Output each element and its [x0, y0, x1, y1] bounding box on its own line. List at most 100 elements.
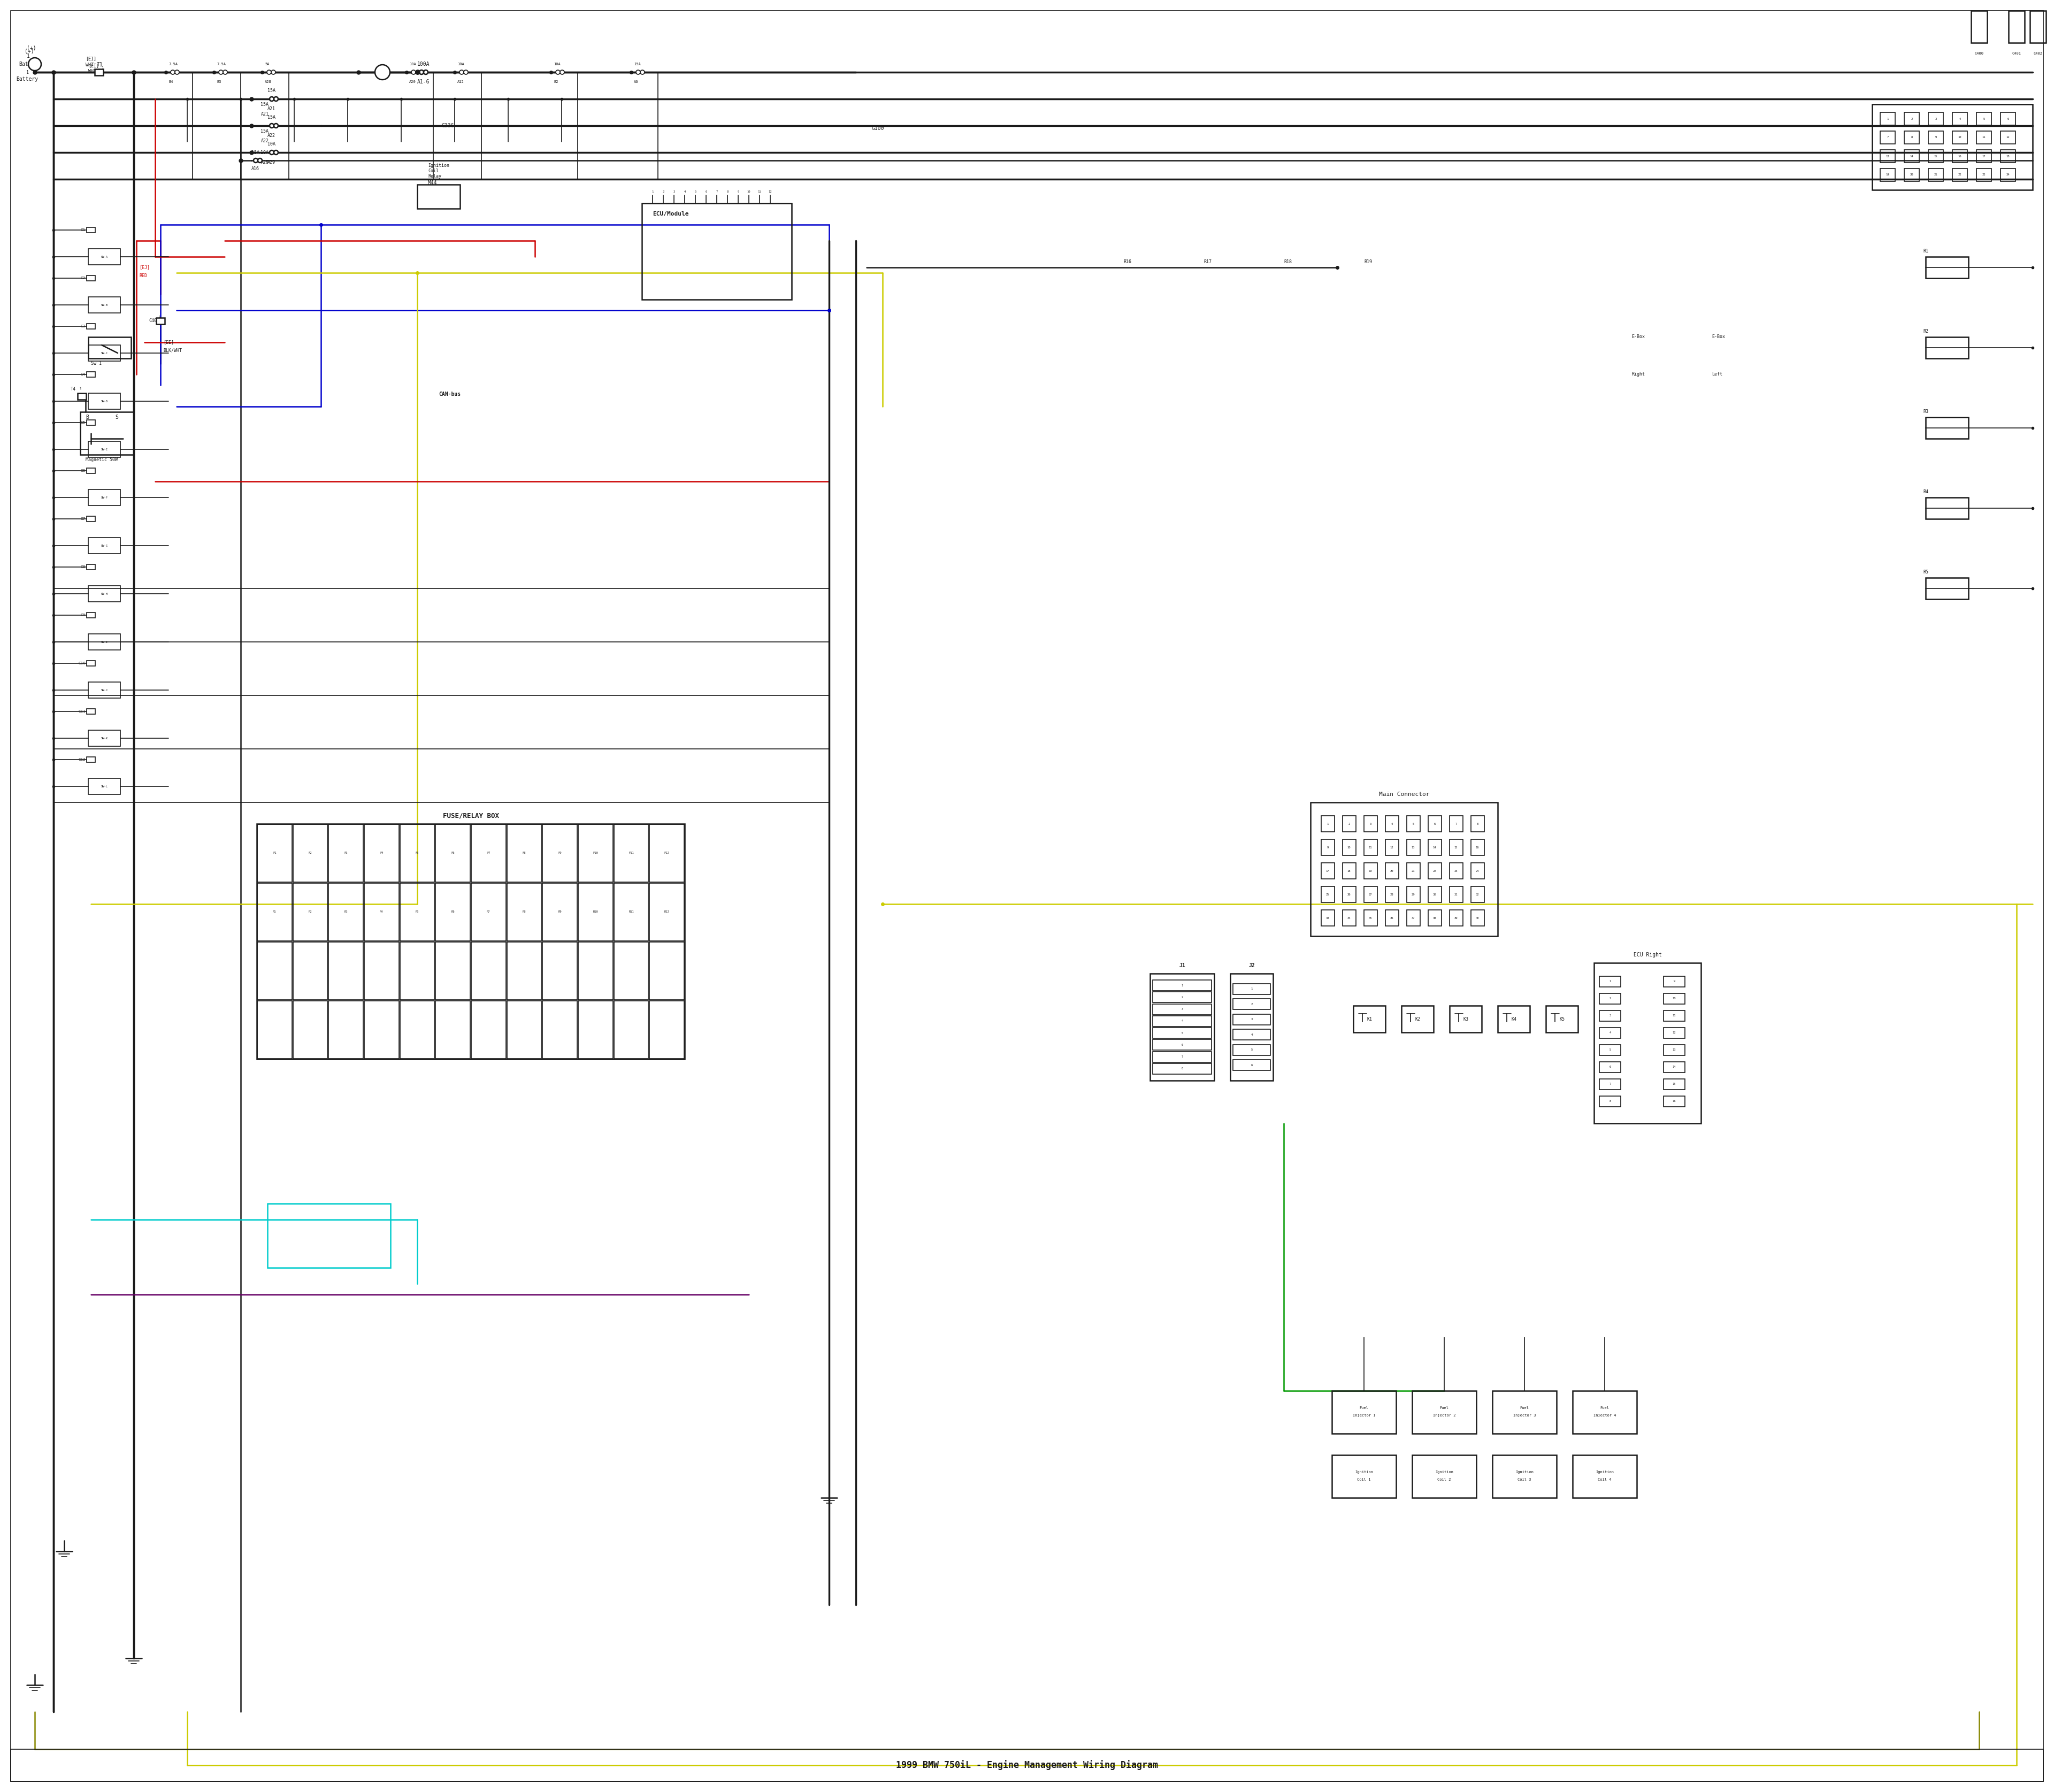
Text: CAN-bus: CAN-bus: [440, 392, 460, 396]
Bar: [10, 1749, 2044, 1781]
Bar: [1364, 887, 1378, 903]
Text: Injector 2: Injector 2: [1434, 1414, 1456, 1417]
Circle shape: [269, 151, 273, 154]
Text: B3: B3: [216, 81, 222, 84]
Text: C402: C402: [2033, 52, 2042, 56]
Bar: [257, 883, 292, 941]
Bar: [1547, 1005, 1577, 1032]
Bar: [1321, 839, 1335, 855]
Bar: [614, 1002, 649, 1059]
Bar: [542, 824, 577, 882]
Text: 16: 16: [1475, 846, 1479, 849]
Bar: [401, 883, 435, 941]
Text: Injector 1: Injector 1: [1354, 1414, 1376, 1417]
Bar: [257, 1002, 292, 1059]
Text: (+): (+): [25, 48, 35, 54]
Bar: [329, 824, 364, 882]
Text: WHT: WHT: [86, 63, 94, 68]
Bar: [1927, 256, 1968, 278]
Text: R3: R3: [1923, 410, 1929, 414]
Text: 34: 34: [1347, 916, 1352, 919]
Text: BLK/WHT: BLK/WHT: [162, 348, 183, 353]
Text: 14: 14: [1910, 154, 1914, 158]
Bar: [1152, 980, 1212, 991]
Text: 16: 16: [1672, 1100, 1676, 1102]
Bar: [1664, 977, 1684, 987]
Text: B4: B4: [168, 81, 173, 84]
Text: 12: 12: [1672, 1032, 1676, 1034]
Circle shape: [273, 124, 277, 127]
Bar: [1664, 1011, 1684, 1021]
Text: F8: F8: [522, 851, 526, 855]
Bar: [1600, 1045, 1621, 1055]
Bar: [88, 337, 131, 358]
Text: A28: A28: [265, 81, 271, 84]
Text: 35: 35: [1368, 916, 1372, 919]
Circle shape: [273, 151, 277, 154]
Text: 33: 33: [1327, 916, 1329, 919]
Text: 24: 24: [2007, 174, 2009, 176]
Bar: [579, 1002, 612, 1059]
Bar: [88, 634, 121, 650]
Bar: [1976, 168, 1992, 181]
Bar: [1929, 131, 1943, 143]
Text: R19: R19: [1364, 260, 1372, 265]
Text: C5: C5: [80, 421, 86, 425]
Text: R4: R4: [1923, 489, 1929, 495]
Text: C3: C3: [80, 324, 86, 328]
Bar: [364, 824, 398, 882]
Text: 10A: 10A: [261, 151, 269, 154]
Text: SW-E: SW-E: [101, 448, 107, 450]
Bar: [1321, 815, 1335, 831]
Bar: [470, 1002, 505, 1059]
Bar: [507, 883, 542, 941]
Text: C12: C12: [78, 758, 86, 762]
Bar: [542, 943, 577, 1000]
Bar: [649, 943, 684, 1000]
Circle shape: [267, 70, 271, 73]
Bar: [1493, 1391, 1557, 1434]
Text: Ignition: Ignition: [1596, 1471, 1614, 1473]
Text: T4: T4: [70, 387, 76, 392]
Bar: [1573, 1455, 1637, 1498]
Text: Fuel: Fuel: [1600, 1407, 1608, 1410]
Circle shape: [273, 97, 277, 100]
Bar: [1929, 151, 1943, 163]
Bar: [86, 710, 94, 715]
Text: F7: F7: [487, 851, 491, 855]
Circle shape: [464, 70, 468, 73]
Text: 26: 26: [1347, 892, 1352, 896]
Text: K2: K2: [1415, 1016, 1419, 1021]
Bar: [542, 883, 577, 941]
Bar: [1428, 862, 1442, 878]
Text: J2: J2: [1249, 962, 1255, 968]
Bar: [401, 824, 435, 882]
Bar: [1600, 1079, 1621, 1090]
Bar: [1364, 910, 1378, 926]
Text: R10: R10: [594, 910, 598, 914]
Text: 18: 18: [2007, 154, 2009, 158]
Text: M44: M44: [427, 181, 438, 186]
Bar: [1953, 113, 1968, 125]
Bar: [78, 392, 86, 400]
Bar: [1407, 815, 1419, 831]
Bar: [364, 943, 398, 1000]
Circle shape: [269, 97, 273, 100]
Text: A6: A6: [635, 81, 639, 84]
Text: 27: 27: [1368, 892, 1372, 896]
Bar: [294, 1002, 327, 1059]
Bar: [86, 516, 94, 521]
Text: 18: 18: [1347, 869, 1352, 873]
Bar: [1232, 1059, 1269, 1070]
Bar: [88, 778, 121, 794]
Bar: [1152, 1004, 1212, 1014]
Text: C7: C7: [80, 518, 86, 520]
Bar: [1331, 1455, 1397, 1498]
Bar: [1384, 839, 1399, 855]
Text: Fuel: Fuel: [1440, 1407, 1448, 1410]
Bar: [1664, 1045, 1684, 1055]
Bar: [1321, 862, 1335, 878]
Bar: [1871, 104, 2033, 190]
Bar: [579, 943, 612, 1000]
Text: B2: B2: [555, 81, 559, 84]
